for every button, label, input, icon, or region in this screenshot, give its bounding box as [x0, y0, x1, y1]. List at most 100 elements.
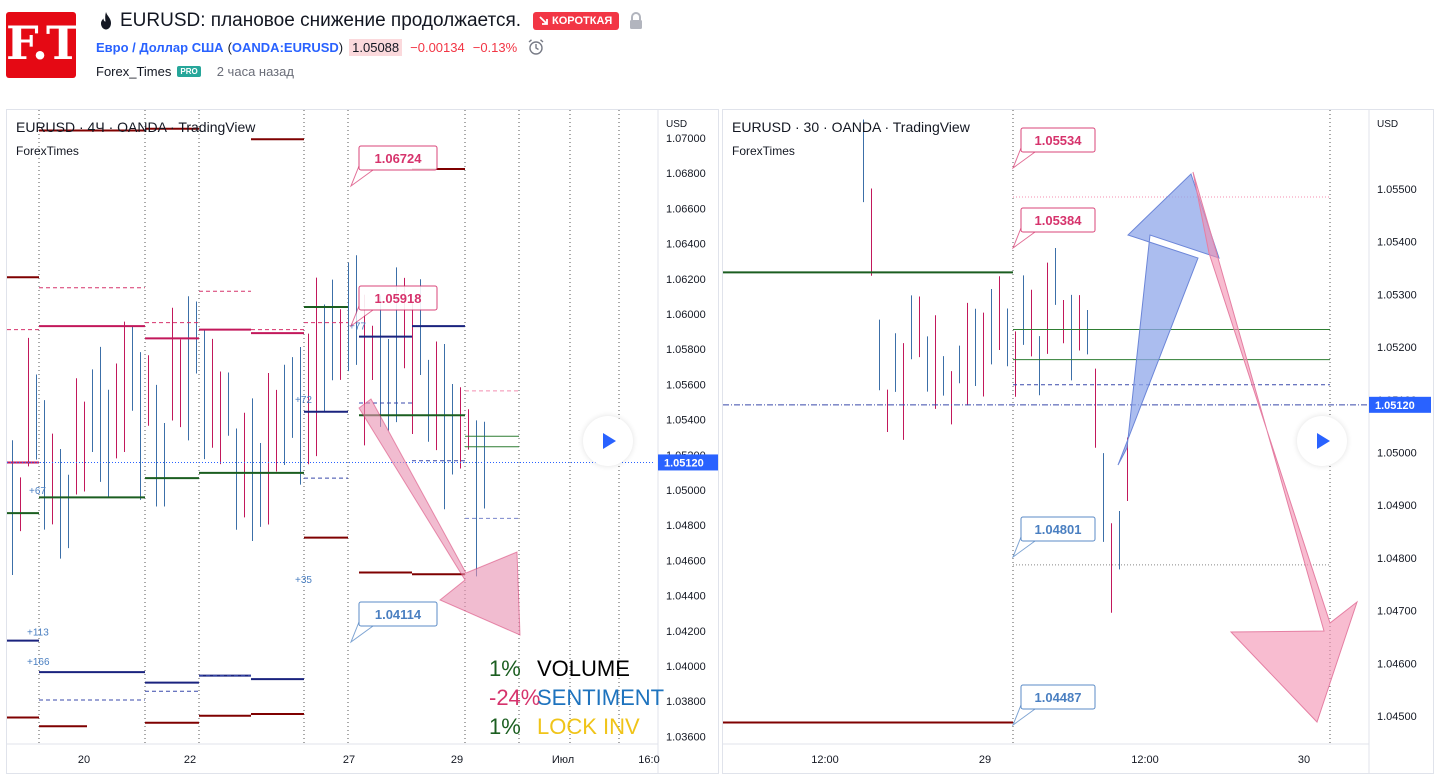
current-price: 1.05088 — [349, 38, 403, 56]
logo-text: F.T. — [6, 16, 76, 70]
play-button[interactable] — [583, 416, 633, 466]
projection-arrow-down — [1192, 171, 1358, 723]
price-tick-label: 1.06800 — [666, 168, 706, 180]
alarm-clock-icon[interactable] — [527, 38, 545, 56]
callout-price: 1.05384 — [1035, 213, 1083, 228]
time-tick-label: Июл — [552, 754, 574, 766]
price-tick-label: 1.04600 — [1377, 658, 1417, 670]
price-tick-label: 1.05400 — [1377, 237, 1417, 249]
time-tick-label: 16:0 — [638, 754, 659, 766]
price-tick-label: 1.04400 — [666, 591, 706, 603]
stat-lock-inv-label: LOCK INV — [537, 714, 640, 739]
price-callout-lower[interactable]: 1.04801 — [1011, 516, 1096, 559]
stat-sentiment-pct: -24% — [489, 685, 541, 710]
stat-volume-label: VOLUME — [537, 656, 630, 681]
price-tick-label: 1.07000 — [666, 133, 706, 145]
price-tick-label: 1.05400 — [666, 415, 706, 427]
chart-4h-canvas[interactable]: +77 +72 +67 +35 +113 +166 1.06724 1.05918 1.0411… — [7, 110, 718, 773]
price-callout-bottom[interactable]: 1.04487 — [1011, 684, 1096, 727]
price-tick-label: 1.05500 — [1377, 184, 1417, 196]
price-callout-top[interactable]: 1.05534 — [1011, 127, 1096, 170]
price-tick-label: 1.03800 — [666, 696, 706, 708]
price-tick-label: 1.04800 — [1377, 553, 1417, 565]
chart-panel-30m[interactable]: 1.05534 1.05384 1.04801 1.04487 USD 1.05500 1.… — [722, 109, 1434, 774]
callout-pointer — [1011, 536, 1036, 559]
last-price-label: 1.05120 — [664, 457, 704, 469]
time-tick-label: 12:00 — [811, 754, 839, 766]
symbol-row: Евро / Доллар США (OANDA:EURUSD) 1.05088… — [96, 38, 545, 56]
volume-delta-label: +113 — [27, 627, 49, 638]
currency-label: USD — [666, 119, 687, 130]
lock-icon — [630, 12, 643, 29]
callout-box — [1020, 684, 1096, 710]
volume-delta-label: +67 — [29, 486, 46, 497]
chart-title: EURUSD · 30 · OANDA · TradingView — [732, 119, 970, 135]
callout-price: 1.04114 — [375, 607, 422, 622]
stat-sentiment-label: SENTIMENT — [537, 685, 665, 710]
ticker-link[interactable]: OANDA:EURUSD — [231, 39, 339, 55]
volume-delta-label: +35 — [295, 575, 312, 586]
stat-row-lock-inv: 1% LOCK INV — [489, 712, 664, 741]
time-tick-label: 29 — [979, 754, 991, 766]
idea-title: EURUSD: плановое снижение продолжается. — [120, 10, 522, 31]
chart-author-subtitle: ForexTimes — [732, 144, 795, 158]
price-tick-label: 1.04200 — [666, 626, 706, 638]
price-tick-label: 1.04500 — [1377, 711, 1417, 723]
stats-overlay: 1% VOLUME -24% SENTIMENT 1% LOCK INV — [489, 654, 664, 741]
callout-box — [1020, 207, 1096, 233]
price-tick-label: 1.05000 — [1377, 448, 1417, 460]
callout-price: 1.06724 — [375, 151, 423, 166]
stat-row-sentiment: -24% SENTIMENT — [489, 683, 664, 712]
price-tick-label: 1.04900 — [1377, 500, 1417, 512]
callout-price: 1.04487 — [1035, 690, 1082, 705]
price-callout-high[interactable]: 1.06724 — [349, 145, 438, 188]
chart-panel-4h[interactable]: +77 +72 +67 +35 +113 +166 1.06724 1.05918 1.0411… — [6, 109, 719, 774]
callout-pointer — [1011, 704, 1036, 727]
time-tick-label: 30 — [1298, 754, 1310, 766]
author-row: Forex_Times PRO 2 часа назад — [96, 62, 294, 80]
time-tick-label: 22 — [184, 754, 196, 766]
pro-badge: PRO — [177, 65, 201, 77]
author-name[interactable]: Forex_Times — [96, 63, 172, 79]
ticker-paren: (OANDA:EURUSD) — [227, 39, 344, 55]
projection-arrow-down — [358, 398, 521, 636]
stat-lock-inv-pct: 1% — [489, 714, 521, 739]
price-callout-low[interactable]: 1.04114 — [349, 601, 438, 644]
time-tick-label: 27 — [343, 754, 355, 766]
time-tick-label: 20 — [78, 754, 90, 766]
chart-30m-canvas[interactable]: 1.05534 1.05384 1.04801 1.04487 USD 1.05500 1.… — [723, 110, 1433, 773]
short-badge: КОРОТКАЯ — [533, 12, 620, 30]
callout-pointer — [1011, 147, 1036, 170]
volume-delta-label: +166 — [27, 657, 50, 668]
price-tick-label: 1.05000 — [666, 485, 706, 497]
callout-box — [1020, 127, 1096, 153]
price-callout-mid[interactable]: 1.05918 — [349, 285, 438, 328]
callout-pointer — [349, 305, 374, 328]
play-icon — [1317, 433, 1330, 449]
callout-box — [358, 285, 438, 311]
price-tick-label: 1.04700 — [1377, 606, 1417, 618]
volume-delta-label: +77 — [349, 322, 366, 333]
symbol-name-link[interactable]: Евро / Доллар США — [96, 39, 224, 55]
callout-price: 1.05534 — [1035, 133, 1083, 148]
flame-icon — [101, 12, 111, 30]
last-price-marker — [1369, 396, 1431, 413]
price-tick-label: 1.06400 — [666, 239, 706, 251]
time-tick-label: 29 — [451, 754, 463, 766]
callout-pointer — [349, 621, 374, 644]
chart-title: EURUSD · 4Ч · OANDA · TradingView — [16, 119, 256, 135]
price-tick-label: 1.05800 — [666, 344, 706, 356]
price-tick-label: 1.05300 — [1377, 289, 1417, 301]
callout-box — [1020, 516, 1096, 542]
channel-logo[interactable]: F.T. — [6, 12, 76, 78]
volume-delta-label: +72 — [295, 395, 312, 406]
callout-price: 1.05918 — [375, 291, 422, 306]
play-button[interactable] — [1297, 416, 1347, 466]
callout-price: 1.04801 — [1035, 522, 1082, 537]
stat-volume-pct: 1% — [489, 656, 521, 681]
price-callout-upper[interactable]: 1.05384 — [1011, 207, 1096, 250]
callout-pointer — [349, 165, 374, 188]
chart-author-subtitle: ForexTimes — [16, 144, 79, 158]
idea-title-row: EURUSD: плановое снижение продолжается. … — [96, 9, 643, 33]
short-badge-label: КОРОТКАЯ — [552, 15, 613, 27]
